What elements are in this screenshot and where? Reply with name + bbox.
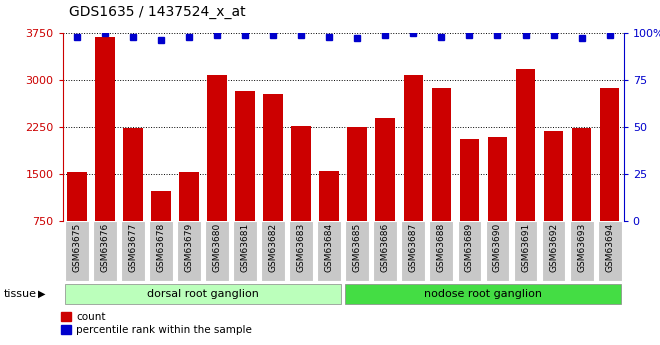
Text: GSM63686: GSM63686 xyxy=(381,223,390,272)
Bar xyxy=(289,221,313,281)
Bar xyxy=(235,91,255,221)
FancyBboxPatch shape xyxy=(65,284,341,304)
Text: GSM63681: GSM63681 xyxy=(240,223,249,272)
Bar xyxy=(544,131,564,221)
Bar xyxy=(401,221,425,281)
Text: GSM63687: GSM63687 xyxy=(409,223,418,272)
Text: GSM63676: GSM63676 xyxy=(100,223,110,272)
Text: GSM63694: GSM63694 xyxy=(605,223,614,272)
Text: GSM63680: GSM63680 xyxy=(213,223,222,272)
FancyBboxPatch shape xyxy=(345,284,622,304)
Bar xyxy=(570,221,593,281)
Text: GSM63684: GSM63684 xyxy=(325,223,334,272)
Bar xyxy=(542,221,566,281)
Bar xyxy=(93,221,117,281)
Bar xyxy=(233,221,257,281)
Text: GSM63678: GSM63678 xyxy=(156,223,166,272)
Bar xyxy=(374,221,397,281)
Bar xyxy=(263,93,283,221)
Text: GSM63675: GSM63675 xyxy=(72,223,81,272)
Text: GSM63683: GSM63683 xyxy=(296,223,306,272)
Text: GSM63679: GSM63679 xyxy=(184,223,193,272)
Bar xyxy=(459,139,479,221)
Bar xyxy=(205,221,229,281)
Bar xyxy=(65,221,88,281)
Bar xyxy=(345,221,369,281)
Bar xyxy=(513,221,537,281)
Bar xyxy=(317,221,341,281)
Bar xyxy=(572,128,591,221)
Text: GSM63690: GSM63690 xyxy=(493,223,502,272)
Text: GSM63691: GSM63691 xyxy=(521,223,530,272)
Bar xyxy=(515,69,535,221)
Bar xyxy=(123,128,143,221)
Bar xyxy=(432,88,451,221)
Text: ▶: ▶ xyxy=(38,289,46,299)
Bar xyxy=(67,172,86,221)
Text: dorsal root ganglion: dorsal root ganglion xyxy=(147,289,259,299)
Bar xyxy=(376,118,395,221)
Bar xyxy=(291,126,311,221)
Bar xyxy=(95,37,115,221)
Bar xyxy=(403,76,423,221)
Text: GSM63682: GSM63682 xyxy=(269,223,278,272)
Text: nodose root ganglion: nodose root ganglion xyxy=(424,289,543,299)
Text: GSM63693: GSM63693 xyxy=(577,223,586,272)
Text: GSM63688: GSM63688 xyxy=(437,223,446,272)
Bar xyxy=(319,171,339,221)
Text: GSM63685: GSM63685 xyxy=(352,223,362,272)
Legend: count, percentile rank within the sample: count, percentile rank within the sample xyxy=(61,312,251,335)
Bar xyxy=(488,137,508,221)
Text: GSM63692: GSM63692 xyxy=(549,223,558,272)
Text: GSM63689: GSM63689 xyxy=(465,223,474,272)
Bar xyxy=(347,127,367,221)
Bar xyxy=(149,221,173,281)
Bar xyxy=(457,221,481,281)
Text: GDS1635 / 1437524_x_at: GDS1635 / 1437524_x_at xyxy=(69,5,246,19)
Bar xyxy=(430,221,453,281)
Bar xyxy=(600,88,620,221)
Bar xyxy=(151,191,171,221)
Text: tissue: tissue xyxy=(3,289,36,299)
Bar xyxy=(121,221,145,281)
Text: GSM63677: GSM63677 xyxy=(128,223,137,272)
Bar xyxy=(261,221,285,281)
Bar xyxy=(179,172,199,221)
Bar xyxy=(486,221,510,281)
Bar xyxy=(177,221,201,281)
Bar xyxy=(598,221,622,281)
Bar xyxy=(207,75,227,221)
